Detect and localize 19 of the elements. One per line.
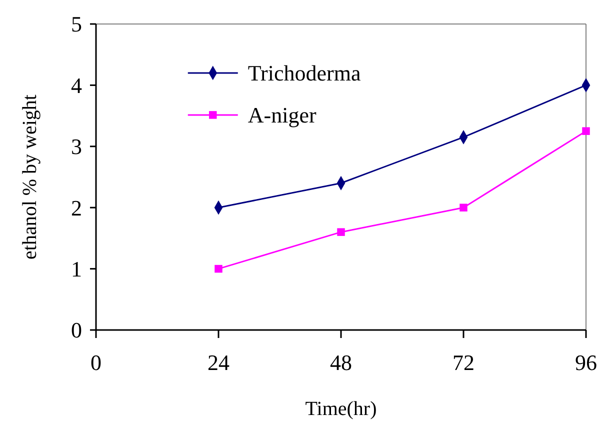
point	[582, 127, 590, 135]
legend-label: Trichoderma	[248, 60, 361, 86]
point	[337, 228, 345, 236]
point	[214, 264, 222, 273]
x-tick-label: 48	[330, 350, 352, 375]
y-tick-label: 2	[71, 195, 82, 220]
x-tick-label: 0	[90, 350, 102, 375]
x-tick-label: 24	[208, 350, 230, 375]
y-tick-label: 3	[71, 134, 82, 160]
y-tick-label: 4	[71, 72, 82, 98]
x-tick-label: 96	[575, 350, 597, 375]
x-axis-title: Time(hr)	[305, 398, 377, 420]
y-tick-label: 1	[71, 256, 82, 282]
y-axis-title: ethanol % by weight	[19, 94, 41, 260]
x-tick-label: 72	[452, 350, 474, 375]
legend-label: A-niger	[248, 102, 317, 128]
point	[460, 204, 468, 212]
y-tick-label: 5	[71, 12, 82, 37]
y-tick-label: 0	[71, 318, 82, 343]
